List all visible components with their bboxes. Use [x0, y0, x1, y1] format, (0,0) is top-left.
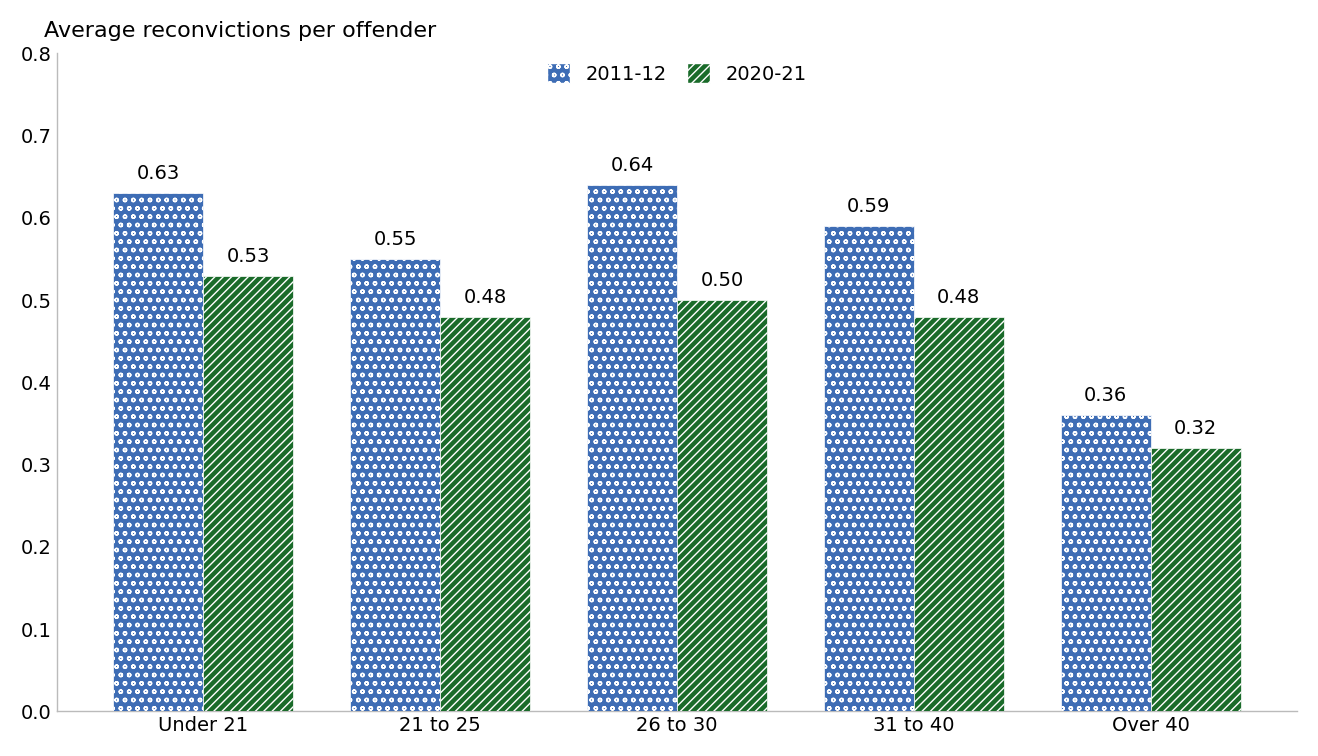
Bar — [440, 317, 530, 711]
Text: 0.59: 0.59 — [847, 197, 891, 216]
Text: 0.48: 0.48 — [937, 288, 981, 307]
Text: 0.32: 0.32 — [1174, 420, 1218, 438]
Bar — [1151, 448, 1240, 711]
Bar — [824, 226, 913, 711]
Bar — [677, 300, 767, 711]
Bar — [1061, 415, 1151, 711]
Bar — [113, 194, 203, 711]
Text: 0.55: 0.55 — [373, 230, 416, 249]
Text: 0.50: 0.50 — [700, 271, 743, 290]
Text: 0.63: 0.63 — [137, 164, 179, 184]
Bar — [913, 317, 1004, 711]
Bar — [203, 275, 293, 711]
Bar — [351, 259, 440, 711]
Text: 0.64: 0.64 — [610, 156, 654, 175]
Text: 0.53: 0.53 — [227, 246, 270, 265]
Text: 0.36: 0.36 — [1085, 386, 1127, 405]
Legend: 2011-12, 2020-21: 2011-12, 2020-21 — [547, 64, 807, 84]
Text: 0.48: 0.48 — [464, 288, 506, 307]
Bar — [587, 185, 677, 711]
Text: Average reconvictions per offender: Average reconvictions per offender — [45, 21, 436, 41]
